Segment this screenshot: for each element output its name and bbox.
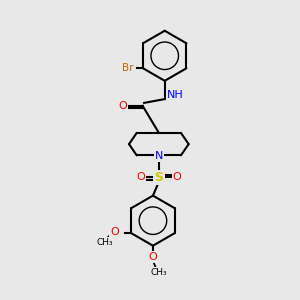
Text: O: O (110, 227, 119, 237)
Text: O: O (118, 101, 127, 111)
Text: Br: Br (122, 63, 134, 73)
Text: O: O (148, 252, 157, 262)
Text: CH₃: CH₃ (151, 268, 167, 277)
Text: O: O (136, 172, 145, 182)
Text: S: S (154, 171, 163, 184)
Text: CH₃: CH₃ (97, 238, 113, 247)
Text: O: O (173, 172, 182, 182)
Text: NH: NH (167, 90, 183, 100)
Text: N: N (154, 151, 163, 161)
